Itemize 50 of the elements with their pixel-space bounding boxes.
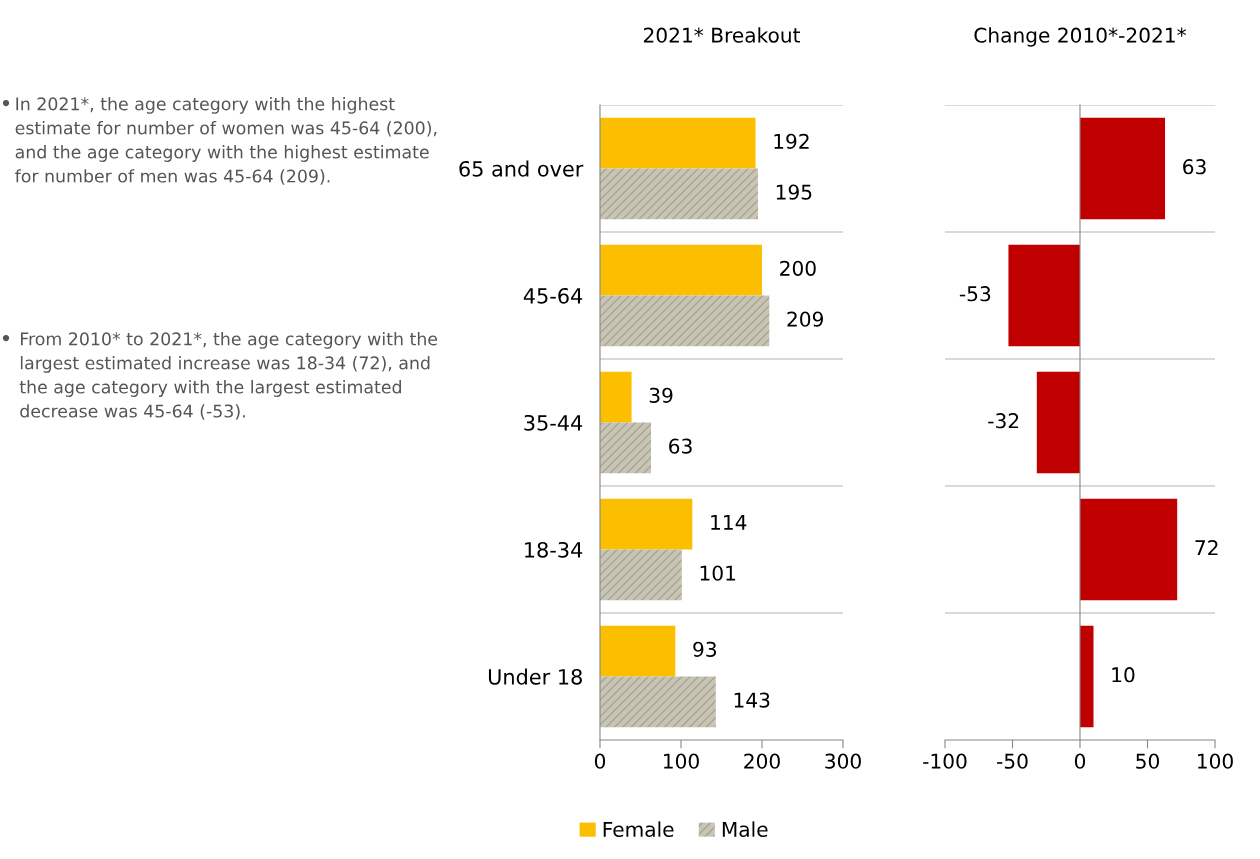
chart-title: 2021* Breakout [643,27,801,43]
x-tick-label: 200 [744,753,780,769]
text: From 2010* to 2021*, the age category with the largest estimated increase was 18-34 (72), and the age category with the largest estimated decrease was 45-64 (-53). [19,332,438,420]
y-tick-label: 18-34 [525,541,583,558]
data-label: 63 [1183,159,1206,175]
bar [600,676,716,728]
bar [600,625,676,677]
bar [1080,117,1166,220]
data-label: 39 [649,387,673,403]
data-label: 101 [700,565,736,581]
x-tick-label: 0 [1074,753,1086,769]
bar [1080,625,1094,728]
y-tick-label: Under 18 [488,668,582,685]
data-label: 63 [669,438,692,454]
data-label: -53 [959,286,991,302]
data-label: -32 [988,413,1019,429]
bar [1008,244,1080,347]
chart-title: Change 2010*-2021* [974,27,1187,47]
x-tick-label: 100 [1197,753,1233,769]
bar [600,244,762,296]
x-tick-label: -50 [997,753,1028,769]
bar [600,168,758,220]
bar [600,117,756,169]
data-label: 114 [711,514,747,530]
data-label: 200 [780,260,816,276]
bar [1080,498,1178,601]
bar [600,498,693,550]
data-label: 10 [1112,667,1135,683]
bar [600,371,632,423]
x-tick-label: 0 [594,753,606,769]
y-tick-label: 45-64 [523,287,583,304]
y-tick-label: 35-44 [524,414,583,431]
bar [600,422,652,474]
x-tick-label: -100 [923,753,967,769]
text: In 2021*, the age category with the highest estimate for number of women was 45-64 (200), and the age category with the highest estimate for number of men was 45-64 (209). [15,97,437,185]
data-label: 195 [776,184,812,200]
data-label: 72 [1195,540,1218,556]
bar [600,295,770,347]
x-tick-label: 50 [1136,753,1159,769]
x-tick-label: 300 [825,753,861,769]
legend-label: Male [722,821,768,837]
data-label: 143 [734,692,770,708]
x-tick-label: 100 [663,753,699,769]
legend-label: Female [603,821,674,837]
bar [600,549,682,601]
bar [1036,371,1080,474]
data-label: 93 [693,641,717,657]
data-label: 209 [787,311,823,327]
y-tick-label: 65 and over [459,160,584,177]
data-label: 192 [774,133,809,149]
